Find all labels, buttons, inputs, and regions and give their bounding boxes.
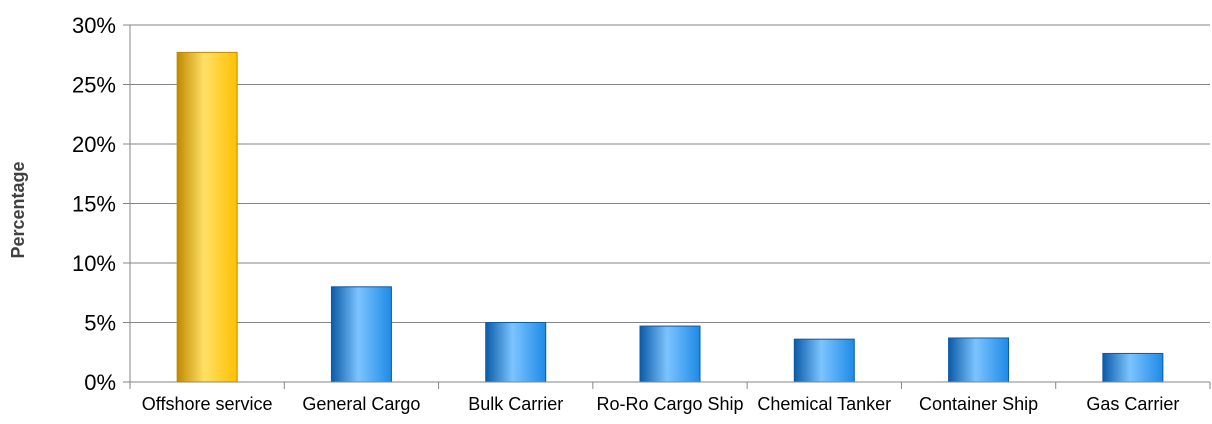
bar (639, 325, 701, 383)
y-tick-label: 30% (72, 13, 116, 38)
x-category-label: Container Ship (919, 394, 1038, 414)
x-category-label: Gas Carrier (1086, 394, 1179, 414)
x-category-label: General Cargo (302, 394, 420, 414)
y-tick-label: 15% (72, 192, 116, 217)
y-axis-title: Percentage (8, 161, 28, 258)
bar (330, 286, 392, 383)
bars (176, 51, 1164, 383)
y-tick-label: 25% (72, 73, 116, 98)
bar (176, 51, 238, 383)
bar (793, 338, 855, 383)
y-tick-label: 5% (84, 311, 116, 336)
x-category-label: Chemical Tanker (757, 394, 891, 414)
x-category-label: Ro-Ro Cargo Ship (596, 394, 743, 414)
x-category-label: Bulk Carrier (468, 394, 563, 414)
y-tick-label: 0% (84, 370, 116, 395)
axes (123, 24, 1211, 389)
labels: 0% 5% 10% 15% 20% 25% 30% Offshore service Gener… (72, 13, 1179, 414)
bar (485, 322, 547, 383)
y-tick-label: 10% (72, 251, 116, 276)
bar (948, 337, 1010, 383)
y-tick-label: 20% (72, 132, 116, 157)
gridlines (130, 24, 1210, 323)
bar (1102, 352, 1164, 383)
x-category-label: Offshore service (142, 394, 273, 414)
